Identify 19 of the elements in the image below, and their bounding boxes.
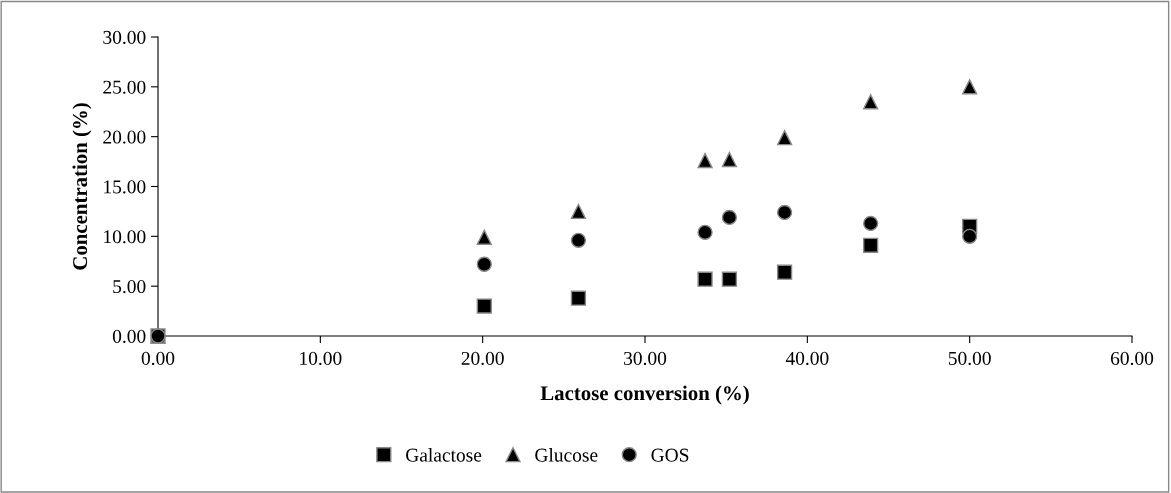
- legend-label: Glucose: [535, 448, 598, 462]
- y-tick-label: 20.00: [103, 130, 146, 144]
- x-tick-label: 60.00: [1110, 351, 1154, 366]
- x-tick-label: 50.00: [948, 351, 991, 366]
- y-tick-label: 15.00: [104, 180, 146, 194]
- y-axis-title: Concentration (%): [72, 103, 92, 270]
- x-tick-label: 30.00: [624, 351, 667, 366]
- x-tick-label: 10.00: [300, 351, 342, 366]
- y-tick-label: 10.00: [104, 230, 146, 244]
- y-tick-label: 5.00: [113, 279, 146, 294]
- x-tick-label: 40.00: [785, 351, 829, 366]
- legend-label: GOS: [651, 448, 689, 462]
- x-tick-label: 0.00: [141, 351, 175, 366]
- legend-label: Galactose: [406, 448, 482, 462]
- x-tick-label: 20.00: [461, 351, 504, 366]
- x-axis-title: Lactose conversion (%): [540, 385, 749, 405]
- y-tick-label: 0.00: [112, 329, 146, 344]
- y-tick-label: 30.00: [103, 30, 146, 45]
- y-tick-label: 25.00: [103, 80, 146, 94]
